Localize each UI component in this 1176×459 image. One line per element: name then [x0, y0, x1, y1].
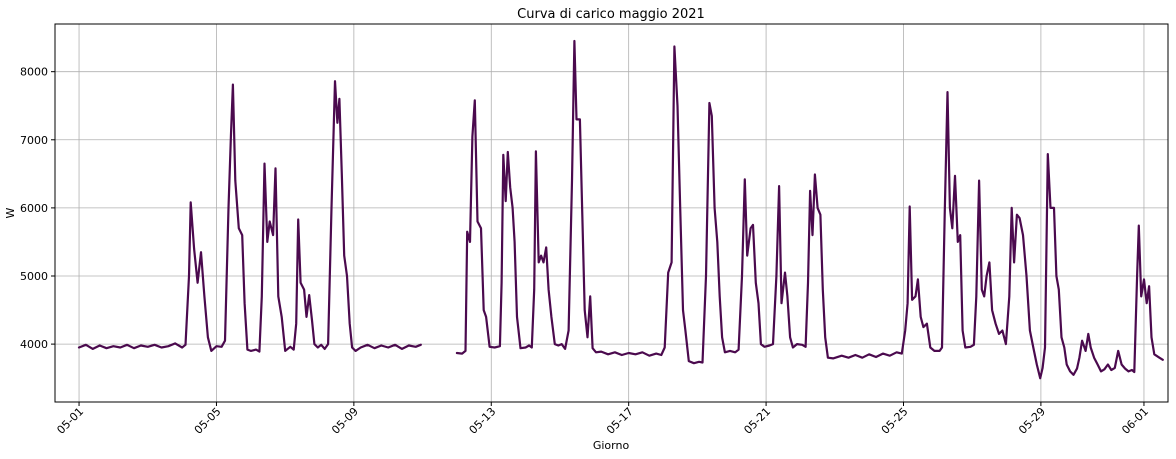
x-axis-label: Giorno — [593, 439, 630, 452]
y-axis-label: W — [4, 207, 17, 218]
series-line-segment — [77, 80, 422, 353]
y-axis-ticks: 4000 5000 6000 7000 8000 — [20, 66, 55, 351]
y-tick-label: 4000 — [20, 338, 48, 351]
y-tick-label: 6000 — [20, 202, 48, 215]
y-tick-label: 7000 — [20, 134, 48, 147]
y-tick-label: 8000 — [20, 66, 48, 79]
series-group — [77, 39, 1164, 380]
series-line-segment — [455, 39, 1164, 380]
y-tick-label: 5000 — [20, 270, 48, 283]
plot-frame — [54, 23, 1169, 403]
grid-lines — [55, 24, 1168, 402]
chart-title: Curva di carico maggio 2021 — [517, 7, 705, 22]
